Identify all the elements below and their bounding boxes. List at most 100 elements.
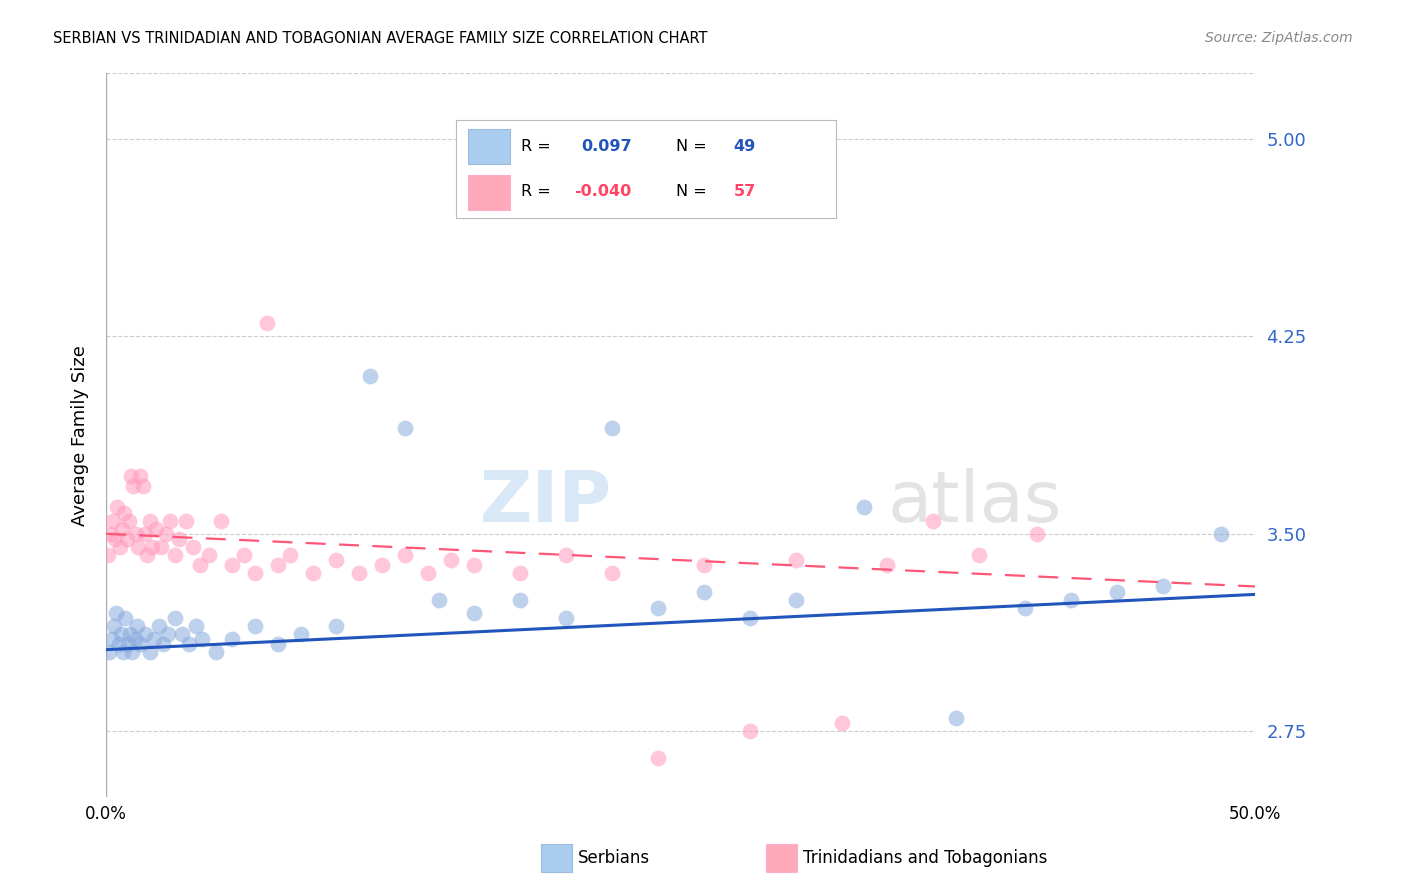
Point [170, 627, 193, 641]
Point [143, 632, 166, 647]
Point [97, 548, 120, 562]
Point [325, 553, 347, 567]
Point [131, 479, 153, 493]
Point [647, 750, 669, 764]
Point [600, 566, 623, 581]
Point [945, 711, 967, 725]
Point [416, 566, 439, 581]
Point [125, 526, 148, 541]
Point [278, 548, 301, 562]
Point [1014, 600, 1036, 615]
Point [163, 611, 186, 625]
Point [692, 558, 714, 573]
Point [127, 540, 149, 554]
Point [176, 514, 198, 528]
Point [371, 558, 394, 573]
Point [647, 600, 669, 615]
Point [347, 566, 370, 581]
Point [738, 724, 761, 739]
Point [325, 619, 347, 633]
Point [118, 514, 141, 528]
Point [245, 566, 267, 581]
Point [198, 548, 221, 562]
Text: Source: ZipAtlas.com: Source: ZipAtlas.com [1205, 31, 1353, 45]
Point [969, 548, 991, 562]
Point [107, 637, 129, 651]
Y-axis label: Average Family Size: Average Family Size [72, 344, 89, 525]
Point [1060, 592, 1083, 607]
Point [120, 468, 142, 483]
Point [136, 548, 159, 562]
Point [138, 645, 160, 659]
Point [125, 619, 148, 633]
Text: Serbians: Serbians [578, 849, 650, 867]
Text: ZIP: ZIP [479, 467, 612, 537]
Point [205, 645, 228, 659]
Point [100, 526, 122, 541]
Point [129, 468, 152, 483]
Point [115, 532, 138, 546]
Point [101, 514, 124, 528]
Point [221, 558, 243, 573]
Point [112, 645, 135, 659]
Point [1025, 526, 1047, 541]
Point [463, 558, 485, 573]
Point [600, 421, 623, 435]
Point [301, 566, 323, 581]
Point [785, 553, 807, 567]
Point [177, 637, 200, 651]
Point [145, 522, 167, 536]
Point [150, 540, 173, 554]
Point [98, 645, 121, 659]
Point [267, 637, 290, 651]
Point [209, 514, 232, 528]
Point [117, 637, 139, 651]
Point [163, 548, 186, 562]
Point [181, 540, 204, 554]
Point [159, 514, 181, 528]
Point [114, 611, 136, 625]
Point [108, 540, 131, 554]
Point [134, 627, 156, 641]
Point [121, 645, 143, 659]
Point [267, 558, 290, 573]
Point [853, 500, 876, 515]
Point [876, 558, 898, 573]
Point [148, 619, 170, 633]
Point [188, 558, 211, 573]
Point [554, 548, 576, 562]
Point [141, 540, 163, 554]
Point [692, 584, 714, 599]
Point [554, 611, 576, 625]
Point [129, 637, 152, 651]
Point [184, 619, 207, 633]
Point [922, 514, 945, 528]
Point [169, 532, 191, 546]
Point [110, 627, 132, 641]
Point [463, 606, 485, 620]
Point [245, 619, 267, 633]
Point [112, 506, 135, 520]
Point [359, 368, 381, 383]
Point [1107, 584, 1129, 599]
Point [256, 316, 278, 330]
Point [232, 548, 254, 562]
Point [440, 553, 463, 567]
Point [509, 566, 531, 581]
Point [221, 632, 243, 647]
Point [1152, 579, 1174, 593]
Point [134, 526, 156, 541]
Point [155, 526, 177, 541]
Point [394, 548, 416, 562]
Point [138, 514, 160, 528]
Point [785, 592, 807, 607]
Point [290, 627, 312, 641]
Point [118, 627, 141, 641]
Point [738, 611, 761, 625]
Point [111, 522, 134, 536]
Point [191, 632, 214, 647]
Point [103, 619, 125, 633]
Point [831, 716, 853, 731]
Point [394, 421, 416, 435]
Point [105, 500, 128, 515]
